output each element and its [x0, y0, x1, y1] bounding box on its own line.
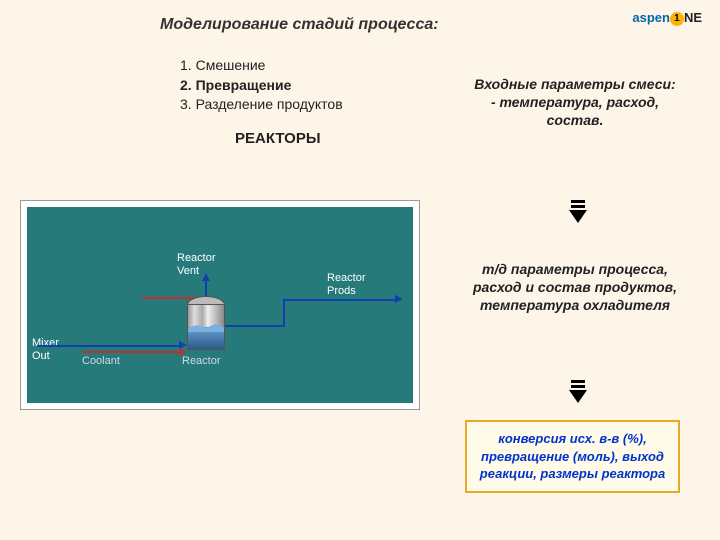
list-item: 1. Смешение: [180, 56, 343, 76]
arrow-right-icon: [395, 295, 403, 303]
label-coolant: Coolant: [82, 355, 120, 368]
list-num: 3.: [180, 96, 192, 112]
list-text: Смешение: [196, 57, 266, 73]
result-box: конверсия исх. в-в (%), превращение (мол…: [465, 420, 680, 493]
label-prods: ReactorProds: [327, 272, 366, 297]
flow-arrow-icon: [571, 200, 585, 223]
stream-line: [225, 325, 285, 327]
process-params-block: т/д параметры процесса,расход и состав п…: [470, 260, 680, 315]
list-num: 1.: [180, 57, 192, 73]
list-item: 2. Превращение: [180, 76, 343, 96]
stream-line-coolant: [82, 351, 182, 353]
list-text: Разделение продуктов: [196, 96, 343, 112]
label-reactor: Reactor: [182, 355, 221, 368]
logo-text-aspen: aspen: [632, 10, 670, 25]
flow-arrow-icon: [571, 380, 585, 403]
stages-list: 1. Смешение 2. Превращение 3. Разделение…: [180, 56, 343, 115]
brand-logo: aspen1NE: [632, 10, 702, 26]
inputs-block: Входные параметры смеси:- температура, р…: [470, 75, 680, 130]
stream-line: [205, 279, 207, 297]
stream-line: [37, 345, 182, 347]
logo-circle-icon: 1: [670, 12, 684, 26]
subtitle: РЕАКТОРЫ: [235, 130, 321, 147]
logo-text-ne: NE: [684, 10, 702, 25]
stream-line-coolant: [142, 297, 194, 299]
reactor-icon: [187, 302, 225, 350]
arrow-up-icon: [202, 273, 210, 281]
list-item: 3. Разделение продуктов: [180, 95, 343, 115]
stream-line: [283, 299, 285, 327]
list-text: Превращение: [196, 77, 292, 93]
stream-line: [283, 299, 398, 301]
page-title: Моделирование стадий процесса:: [160, 16, 439, 34]
label-vent: ReactorVent: [177, 252, 216, 277]
flowsheet-diagram: MixerOut Coolant Reactor ReactorVent Rea…: [20, 200, 420, 410]
label-mixer-out: MixerOut: [32, 337, 59, 362]
list-num: 2.: [180, 77, 192, 93]
arrow-right-icon: [179, 348, 187, 356]
